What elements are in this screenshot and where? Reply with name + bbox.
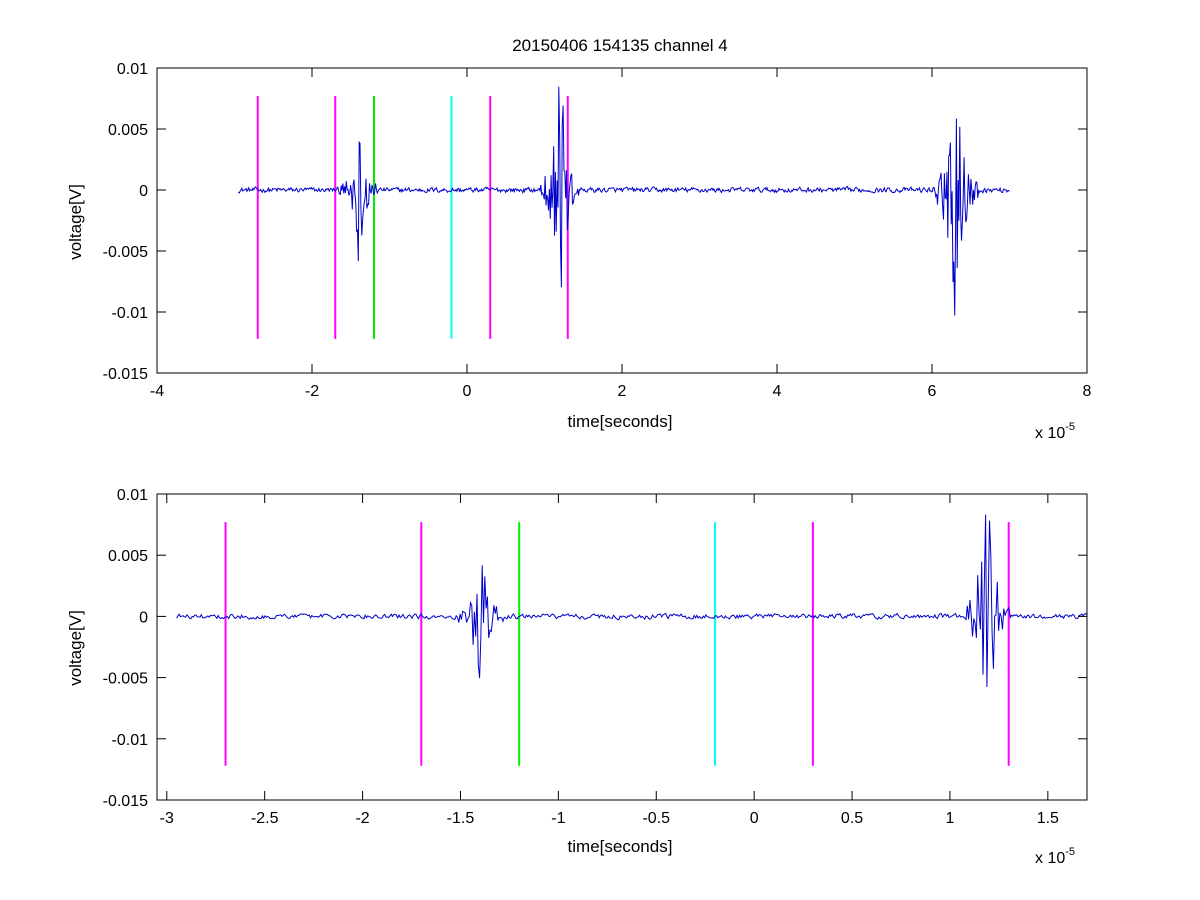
bottom-ytick-label: -0.005 [103,671,148,688]
bottom-ytick-label: -0.015 [103,793,148,810]
top-ytick-label: -0.01 [112,305,149,322]
bottom-signal-line [176,514,1088,688]
bottom-xtick-label: 0.5 [841,810,863,827]
bottom-xtick-label: 0 [750,810,759,827]
top-ytick-label: -0.015 [103,366,148,383]
top-axes-frame [156,67,1088,374]
top-xtick-label: 6 [928,383,937,400]
top-ylabel: voltage[V] [66,184,85,260]
bottom-x-multiplier: x 10-5 [1035,846,1075,867]
bottom-x-multiplier-exp: -5 [1065,846,1075,858]
top-xtick-label: 8 [1083,383,1092,400]
bottom-signal [176,514,1088,688]
bottom-tick-labels: -3 -2.5 -2 -1.5 -1 -0.5 0 0.5 1 1.5 -0.015 -0.01 -0.… [103,487,1059,827]
bottom-xtick-label: -3 [160,810,174,827]
bottom-marker-lines [224,522,1010,766]
top-x-multiplier-base: x 10 [1035,425,1065,442]
bottom-xlabel: time[seconds] [568,837,673,856]
top-x-multiplier: x 10-5 [1035,421,1075,442]
top-ytick-label: 0 [139,183,148,200]
bottom-x-multiplier-base: x 10 [1035,850,1065,867]
top-signal-line [238,86,1010,316]
bottom-axes-frame [156,493,1088,801]
top-xtick-label: 0 [463,383,472,400]
bottom-axes-box [156,493,1088,801]
bottom-xtick-label: 1 [945,810,954,827]
bottom-ytick-label: 0.01 [117,487,148,504]
top-subplot: time[seconds] voltage[V] x 10-5 -4 -2 0 2 4 6… [66,61,1092,442]
top-ytick-label: 0.01 [117,61,148,78]
top-ytick-label: -0.005 [103,244,148,261]
bottom-subplot: time[seconds] voltage[V] x 10-5 -3 -2.5 -2… [66,487,1088,867]
top-xlabel: time[seconds] [568,412,673,431]
bottom-ytick-label: 0.005 [108,548,148,565]
figure-title: 20150406 154135 channel 4 [512,36,728,55]
bottom-xtick-label: -2.5 [251,810,279,827]
bottom-xtick-label: -2 [355,810,369,827]
top-xtick-label: -4 [150,383,164,400]
top-ytick-label: 0.005 [108,122,148,139]
bottom-ylabel: voltage[V] [66,610,85,686]
top-xtick-label: 2 [618,383,627,400]
bottom-xtick-label: -1 [551,810,565,827]
top-xtick-label: -2 [305,383,319,400]
bottom-xtick-label: -1.5 [447,810,475,827]
bottom-ytick-label: 0 [139,609,148,626]
top-signal [238,86,1010,316]
bottom-xtick-label: -0.5 [642,810,670,827]
bottom-ytick-label: -0.01 [112,732,149,749]
top-xtick-label: 4 [773,383,782,400]
top-tick-labels: -4 -2 0 2 4 6 8 -0.015 -0.01 -0.005 0 0.005 0.01 [103,61,1092,400]
bottom-xtick-label: 1.5 [1037,810,1059,827]
top-x-multiplier-exp: -5 [1065,421,1075,433]
